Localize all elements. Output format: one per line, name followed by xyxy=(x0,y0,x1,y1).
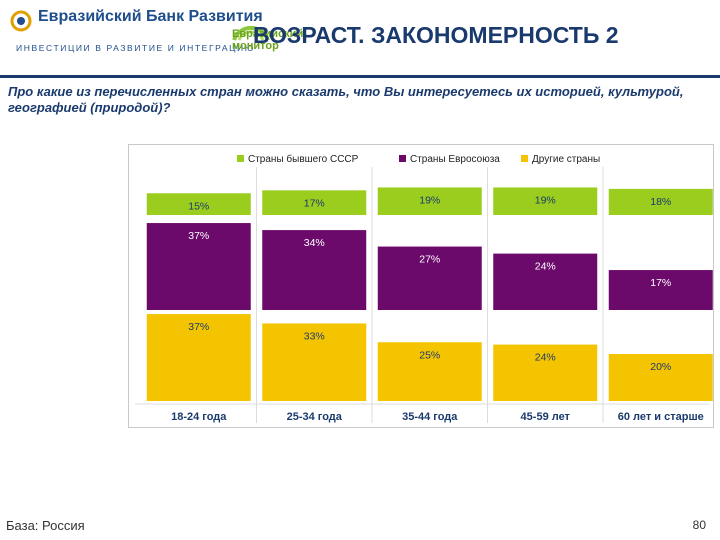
legend-swatch xyxy=(521,155,528,162)
bank-tagline: ИНВЕСТИЦИИ В РАЗВИТИЕ И ИНТЕГРАЦИЮ xyxy=(16,43,255,53)
category-label: 25-34 года xyxy=(287,411,343,423)
bar xyxy=(262,230,367,310)
data-label: 37% xyxy=(188,321,209,333)
data-label: 19% xyxy=(535,194,556,206)
legend-swatch xyxy=(399,155,406,162)
category-label: 35-44 года xyxy=(402,411,458,423)
data-label: 24% xyxy=(535,352,556,364)
bar xyxy=(493,344,598,401)
bar xyxy=(377,246,482,310)
bar xyxy=(262,323,367,401)
data-label: 17% xyxy=(650,277,671,289)
bar xyxy=(377,342,482,401)
data-label: 25% xyxy=(419,349,440,361)
slide-title: ВОЗРАСТ. ЗАКОНОМЕРНОСТЬ 2 xyxy=(253,22,619,48)
chart-frame: Страны бывшего СССР Страны Евросоюза Други… xyxy=(128,144,714,428)
bank-logo-icon xyxy=(10,10,32,32)
data-label: 27% xyxy=(419,254,440,266)
legend-label: Страны бывшего СССР xyxy=(248,153,359,165)
legend-label: Другие страны xyxy=(532,154,600,165)
data-label: 24% xyxy=(535,261,556,273)
bar xyxy=(493,187,598,215)
bar xyxy=(262,190,367,215)
base-note: База: Россия xyxy=(6,518,85,533)
monitor-line-2: монитор xyxy=(232,40,279,52)
data-label: 20% xyxy=(650,361,671,373)
bank-name: Евразийский Банк Развития xyxy=(38,8,263,25)
data-label: 15% xyxy=(188,200,209,212)
data-label: 34% xyxy=(304,237,325,249)
monitor-line-1: Евразийский xyxy=(232,28,304,40)
monitor-logo-text: Евразийский монитор xyxy=(232,28,303,52)
bar xyxy=(493,253,598,310)
bar xyxy=(377,187,482,215)
bar xyxy=(146,193,251,215)
page-number: 80 xyxy=(692,518,706,532)
category-label: 60 лет и старше xyxy=(618,411,704,423)
data-label: 18% xyxy=(650,196,671,208)
survey-question: Про какие из перечисленных стран можно с… xyxy=(8,84,684,115)
data-label: 33% xyxy=(304,330,325,342)
legend-swatch xyxy=(237,155,244,162)
bar xyxy=(146,223,251,310)
monitor-logo-icon xyxy=(232,25,270,41)
bar xyxy=(146,314,251,401)
bar xyxy=(608,188,713,215)
slide-header: Евразийский Банк Развития ИНВЕСТИЦИИ В Р… xyxy=(0,0,720,78)
legend-label: Страны Евросоюза xyxy=(410,154,500,165)
data-label: 17% xyxy=(304,197,325,209)
category-label: 18-24 года xyxy=(171,411,227,423)
bar xyxy=(608,354,713,401)
data-label: 19% xyxy=(419,194,440,206)
header-divider xyxy=(0,75,720,78)
bar-chart: Страны бывшего СССР Страны Евросоюза Други… xyxy=(135,153,713,423)
data-label: 37% xyxy=(188,230,209,242)
bar xyxy=(608,270,713,310)
category-label: 45-59 лет xyxy=(521,411,571,423)
